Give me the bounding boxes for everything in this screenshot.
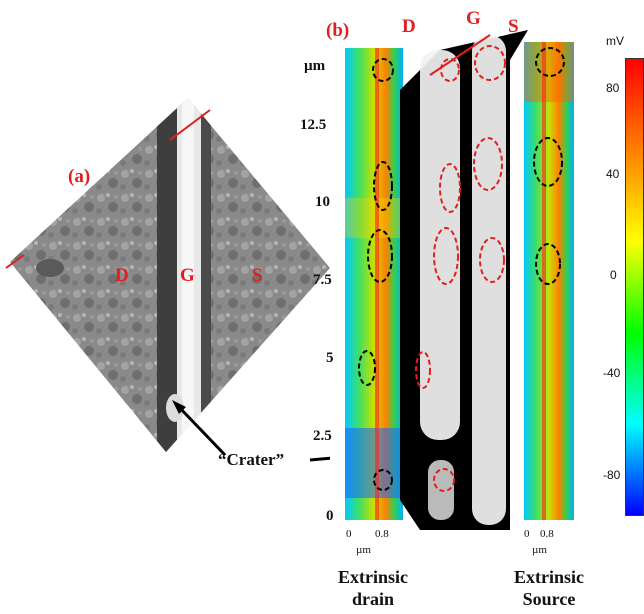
y-tick-12-5: 12.5 (300, 117, 327, 133)
panel-b-source-label: S (508, 16, 519, 37)
y-tick-7-5: 7.5 (313, 272, 332, 288)
y-tick-10: 10 (315, 194, 330, 210)
colorbar-tick-0: 0 (610, 268, 617, 282)
y-axis-unit: µm (304, 58, 326, 74)
y-tick-0: 0 (326, 508, 334, 524)
source-x-tick-0-8: 0.8 (540, 528, 554, 540)
colorbar-tick-neg40: -40 (603, 366, 621, 380)
colorbar-unit: mV (606, 34, 624, 48)
colorbar (625, 58, 644, 516)
sem-image (5, 98, 378, 462)
colorbar-tick-40: 40 (606, 167, 620, 181)
source-x-unit: µm (532, 544, 547, 556)
gate-binary-map (400, 30, 528, 530)
drain-x-tick-0: 0 (346, 528, 352, 540)
panel-a-drain-label: D (115, 265, 129, 286)
colorbar-tick-neg80: -80 (603, 468, 621, 482)
y-tick-5: 5 (326, 350, 334, 366)
extrinsic-source-label: Extrinsic Source (514, 567, 584, 609)
panel-a: (a) D G S “Crater” (5, 98, 378, 469)
kpfm-source-map (524, 42, 574, 520)
panel-a-label: (a) (68, 166, 91, 187)
panel-b-drain-label: D (402, 16, 416, 37)
drain-x-tick-0-8: 0.8 (375, 528, 389, 540)
extrinsic-drain-label: Extrinsic drain (338, 567, 408, 609)
crater-annotation: “Crater” (218, 450, 285, 469)
panel-b-label: (b) (326, 20, 350, 41)
kpfm-drain-map (345, 48, 403, 520)
panel-a-gate-label: G (180, 265, 195, 286)
panel-a-source-label: S (252, 265, 263, 286)
y-tick-2-5: 2.5 (313, 428, 332, 444)
colorbar-tick-80: 80 (606, 81, 620, 95)
panel-b-gate-label: G (466, 8, 481, 29)
drain-x-unit: µm (356, 544, 371, 556)
source-x-tick-0: 0 (524, 528, 530, 540)
